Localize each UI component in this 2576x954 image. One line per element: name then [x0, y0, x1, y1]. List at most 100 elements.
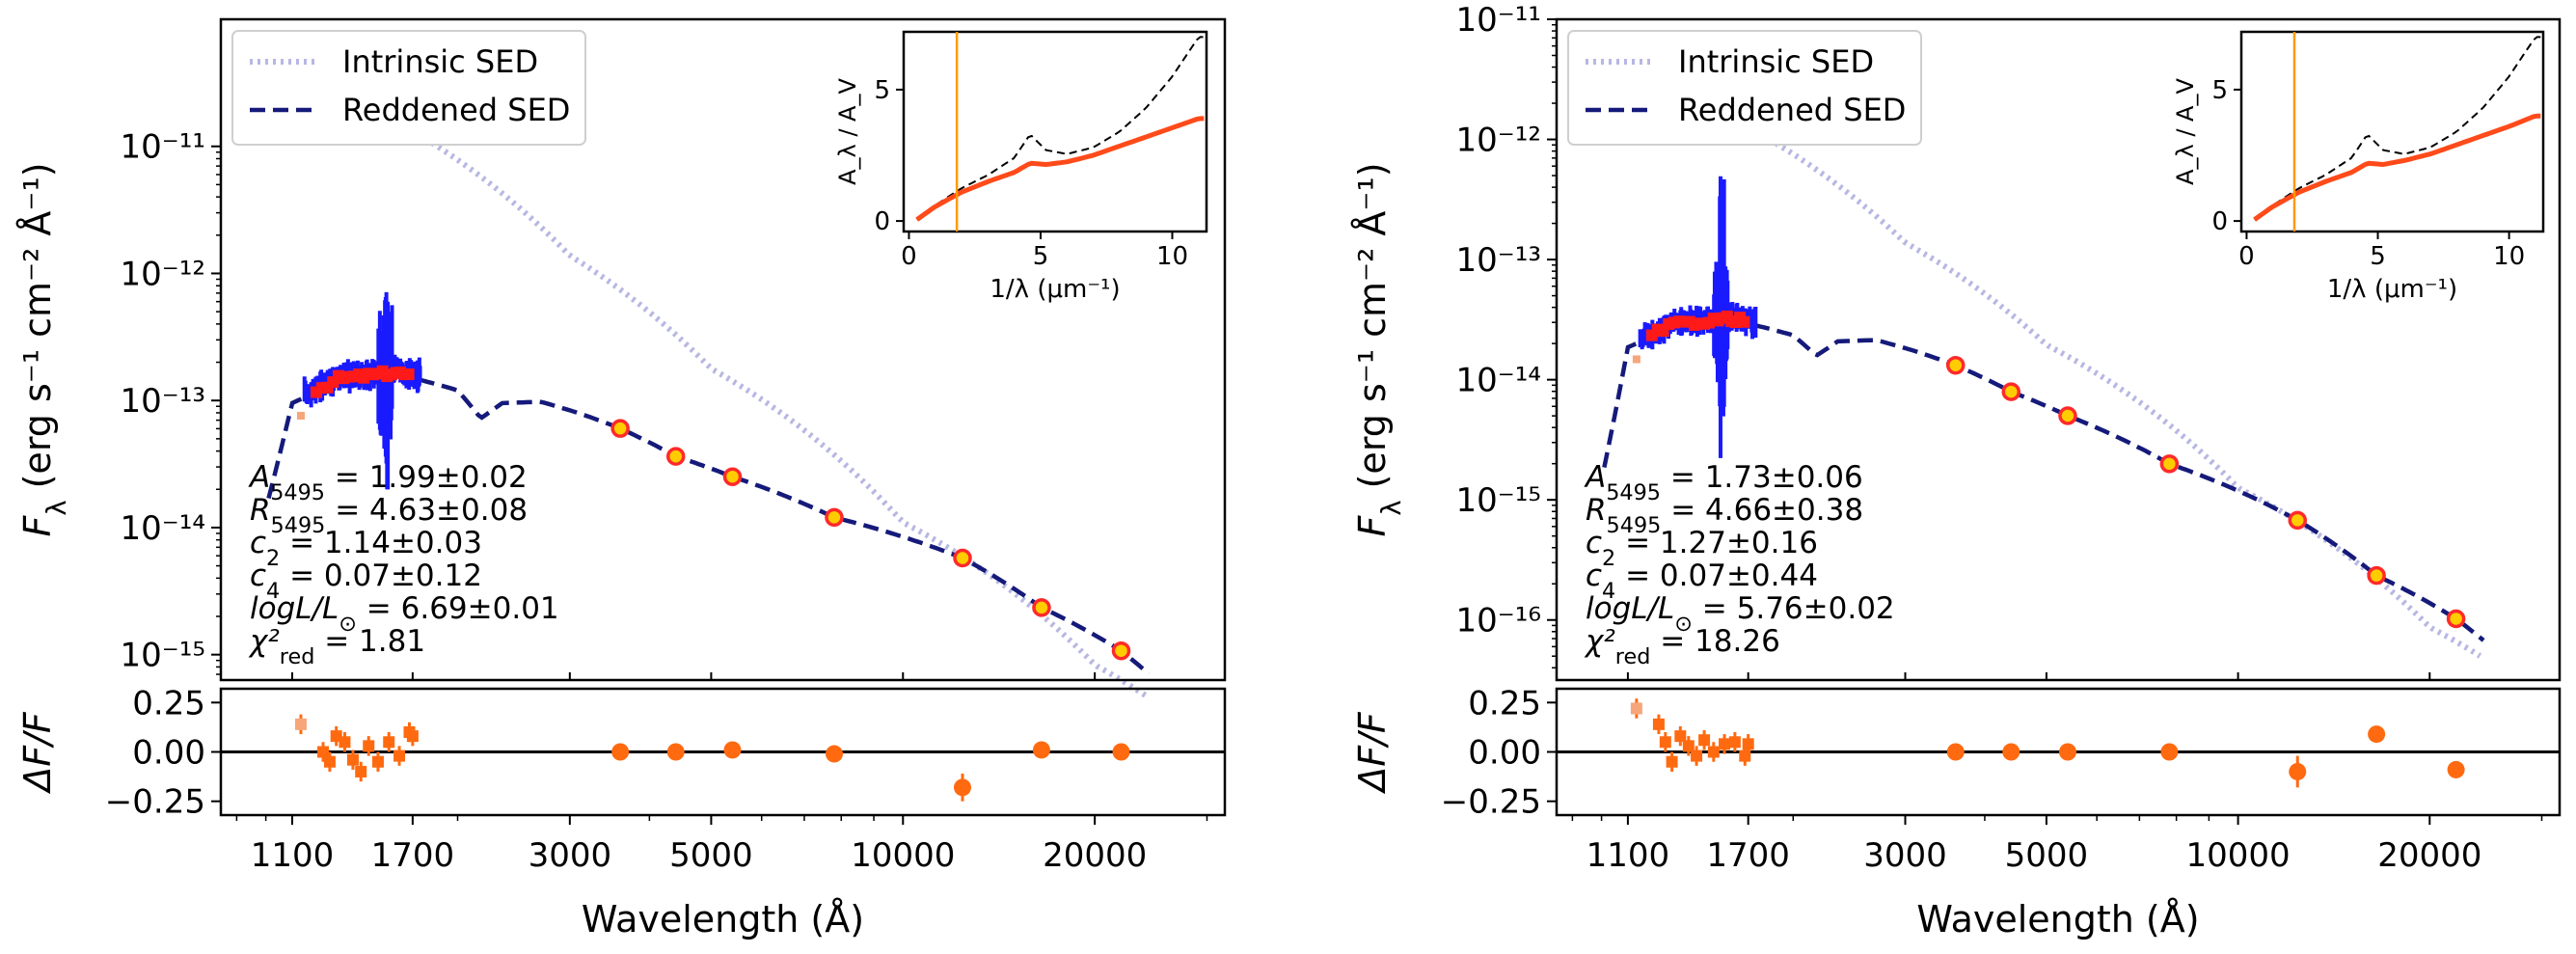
inset-x-tick-label: 10 — [1156, 242, 1188, 271]
uv-residual-point — [1674, 730, 1687, 743]
uv-residual-point — [317, 746, 330, 758]
x-tick-label: 10000 — [2186, 836, 2291, 875]
fit-parameter-text-part: 4 — [266, 579, 280, 604]
residual-point — [1112, 743, 1130, 761]
residual-point — [1946, 743, 1965, 761]
fit-parameter-text: χ²red = 1.81 — [248, 624, 425, 669]
x-tick-label: 3000 — [1863, 836, 1947, 875]
reddened-sed-line — [266, 371, 1151, 676]
photometry-point — [2001, 382, 2021, 401]
x-tick-label: 1100 — [1586, 836, 1670, 875]
uv-residual-point — [1652, 718, 1665, 730]
fit-parameter-text-part: red — [280, 644, 315, 669]
residual-y-label-part: ΔF/F — [1351, 711, 1394, 795]
y-tick-label: 10⁻¹¹ — [121, 128, 205, 167]
fit-parameter-text: A5495 = 1.99±0.02 — [248, 460, 528, 505]
fit-parameter-text-part: = 18.26 — [1650, 624, 1779, 659]
uv-residual-point — [371, 755, 384, 768]
fit-parameter-text-part: 5495 — [271, 513, 326, 538]
uv-residual-point — [1742, 738, 1754, 750]
inset-model-curve — [2253, 113, 2541, 222]
inset-x-label: 1/λ (μm⁻¹) — [990, 275, 1120, 304]
residual-y-tick-label: 0.25 — [132, 684, 205, 722]
y-tick-label: 10⁻¹⁵ — [121, 637, 205, 675]
fit-parameter-text-part: ⊙ — [1674, 612, 1693, 637]
y-axis-label: Fλ (erg s⁻¹ cm⁻² Å⁻¹) — [1351, 162, 1407, 536]
uv-residual-point — [323, 755, 336, 768]
y-tick-label: 10⁻¹⁵ — [1456, 481, 1541, 520]
fit-parameter-text-part: R — [250, 493, 271, 528]
fit-parameter-text-part: 2 — [1602, 546, 1615, 571]
photometry-point — [1032, 598, 1051, 617]
uv-residual-point — [1728, 736, 1741, 749]
uv-residual-point — [339, 736, 351, 749]
fit-parameter-text: c4 = 0.07±0.12 — [250, 559, 482, 604]
fit-parameter-text-part: = 1.73±0.06 — [1661, 460, 1863, 495]
inset-y-tick-label: 5 — [2211, 76, 2228, 105]
photometry-point — [2446, 609, 2466, 629]
residual-point — [825, 745, 843, 763]
residual-panel: 0.25 0.00 −0.25 ΔF/F — [1351, 684, 2562, 822]
x-tick-label: 5000 — [669, 836, 753, 875]
y-axis-label-part: (erg s⁻¹ cm⁻² Å⁻¹) — [1351, 162, 1394, 500]
y-tick-label: 10⁻¹⁴ — [121, 509, 205, 548]
legend: Intrinsic SED Reddened SED — [231, 30, 586, 146]
inset-x-tick-label: 5 — [2370, 242, 2386, 271]
inset-y-label: A_λ / A_V — [834, 78, 861, 185]
fit-parameter-text: χ²red = 18.26 — [1584, 624, 1780, 669]
residual-point — [611, 743, 630, 761]
y-tick-label: 10⁻¹⁶ — [1456, 602, 1541, 641]
fit-parameter-text: logL/L⊙ = 6.69±0.01 — [250, 591, 559, 637]
residual-point — [2002, 743, 2020, 761]
extinction-inset: 0 5 10 0 5 1/λ (μm⁻¹) A_λ / A_V — [834, 30, 1208, 304]
uv-residual-point — [346, 753, 359, 766]
y-tick-label: 10⁻¹² — [121, 255, 205, 293]
fit-parameter-text-part: 5495 — [1606, 480, 1661, 505]
y-axis-label-part: λ — [42, 500, 72, 515]
extinction-inset: 0 5 10 0 5 1/λ (μm⁻¹) A_λ / A_V — [2172, 30, 2545, 304]
fit-parameter-text-part: 5495 — [270, 480, 325, 505]
fit-parameter-text-part: ⊙ — [339, 612, 357, 637]
legend-intrinsic-label: Intrinsic SED — [342, 43, 538, 80]
residual-point — [2289, 762, 2307, 780]
uv-residual-point — [406, 730, 419, 743]
intrinsic-sed-line — [303, 41, 1148, 698]
uv-residual-point — [1659, 736, 1671, 749]
fit-parameter-text-part: = 4.66±0.38 — [1661, 493, 1863, 528]
x-tick-label: 1100 — [251, 836, 335, 875]
inset-model-curve — [915, 116, 1205, 222]
fit-parameter-text-part: = 1.99±0.02 — [325, 460, 528, 495]
fit-parameter-text-part: 4 — [1602, 579, 1615, 604]
inset-x-tick-label: 0 — [2238, 242, 2255, 271]
uv-residual-point — [1682, 740, 1695, 752]
y-axis-label-part: λ — [1377, 500, 1407, 515]
binned-spectrum-point — [1738, 315, 1750, 328]
uv-residual-point — [1698, 734, 1711, 747]
residual-y-tick-label: 0.00 — [1468, 734, 1541, 773]
fit-parameter-text: c4 = 0.07±0.44 — [1586, 559, 1818, 604]
residual-point — [1032, 741, 1050, 759]
excluded-point — [1632, 355, 1641, 364]
fit-parameter-text: A5495 = 1.73±0.06 — [1584, 460, 1863, 505]
y-tick-label: 10⁻¹³ — [1456, 241, 1541, 280]
y-axis-label-part: F — [16, 515, 59, 537]
fit-parameter-text-part: 2 — [266, 546, 280, 571]
photometry-point — [953, 548, 972, 568]
photometry-point — [722, 467, 743, 486]
inset-x-tick-label: 0 — [901, 242, 917, 271]
main-axes-frame — [1555, 17, 2562, 682]
fit-parameter-text-part: = 1.81 — [314, 624, 425, 659]
inset-y-tick-label: 5 — [874, 76, 890, 105]
x-tick-label: 20000 — [2377, 836, 2481, 875]
photometry-point — [610, 419, 630, 438]
x-axis-label: Wavelength (Å) — [582, 898, 864, 940]
fit-parameter-text: logL/L⊙ = 5.76±0.02 — [1586, 591, 1895, 637]
residual-point — [723, 741, 742, 759]
inset-y-tick-label: 0 — [874, 207, 890, 236]
residual-point — [953, 778, 971, 797]
fit-parameter-text-part: logL/L — [250, 591, 339, 626]
chart-panel-left: 10⁻¹¹ 10⁻¹² 10⁻¹³ 10⁻¹⁴ 10⁻¹⁵ Fλ (erg s⁻¹ cm⁻… — [16, 17, 1227, 940]
legend-intrinsic-label: Intrinsic SED — [1678, 43, 1874, 80]
uv-residual-point — [1719, 738, 1731, 750]
